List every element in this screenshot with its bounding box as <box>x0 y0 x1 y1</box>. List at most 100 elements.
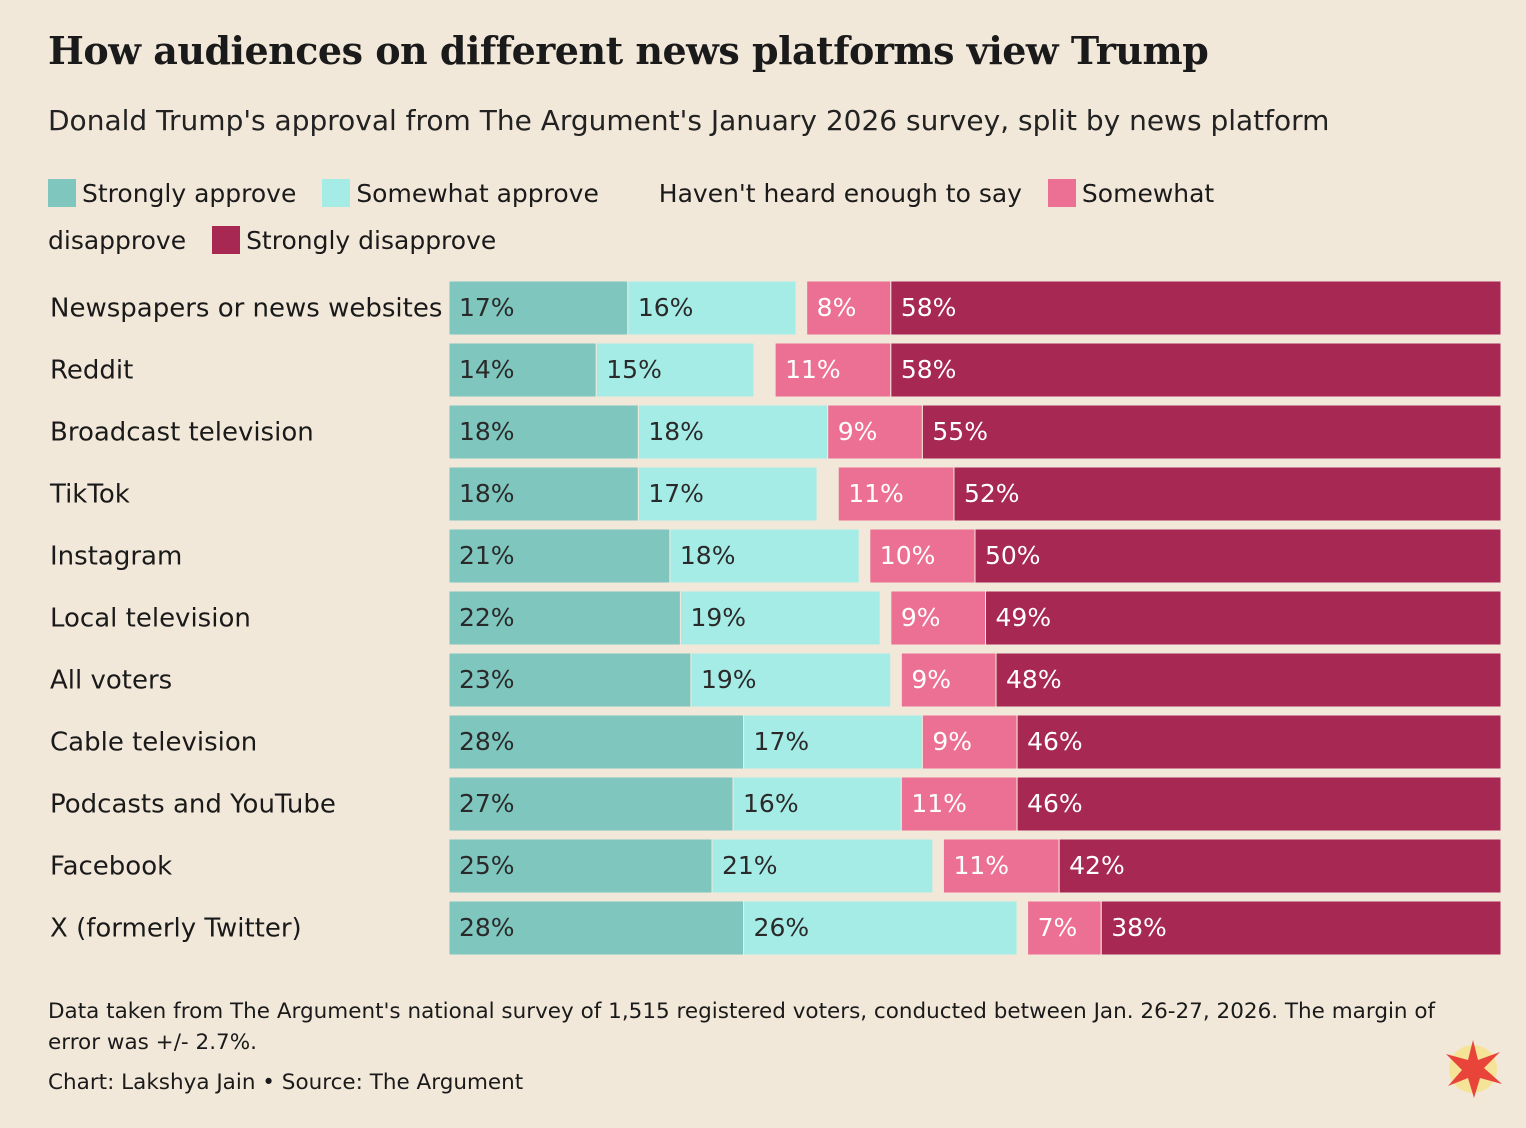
value-label: 14% <box>459 355 515 384</box>
category-label: Newspapers or news websites <box>50 294 442 324</box>
bar-segment <box>816 466 839 522</box>
legend-item: Strongly approve <box>48 179 296 208</box>
value-label: 17% <box>648 479 704 508</box>
value-label: 38% <box>1111 913 1167 942</box>
bar-segment <box>953 466 1502 522</box>
bar-segment <box>1027 900 1102 956</box>
value-label: 42% <box>1069 851 1125 880</box>
legend: Strongly approve Somewhat approve Haven'… <box>48 170 1228 264</box>
bar-segment <box>595 342 755 398</box>
value-label: 19% <box>701 665 757 694</box>
credit: Chart: Lakshya Jain • Source: The Argume… <box>48 1070 524 1095</box>
category-label: Podcasts and YouTube <box>50 790 336 820</box>
bar-segment <box>985 590 1502 646</box>
logo <box>1446 1040 1502 1098</box>
value-label: 11% <box>785 355 841 384</box>
value-label: 46% <box>1027 789 1083 818</box>
chart-subtitle: Donald Trump's approval from The Argumen… <box>48 104 1330 137</box>
bar-segment <box>774 342 892 398</box>
bar-segment <box>806 280 892 336</box>
legend-item: Haven't heard enough to say <box>624 179 1022 208</box>
chart: Newspapers or news websites 17% 16% 8% 58% Re… <box>49 280 1502 956</box>
legend-label: Strongly disapprove <box>246 226 497 255</box>
value-label: 9% <box>901 603 941 632</box>
value-label: 17% <box>459 293 515 322</box>
bar-segment <box>637 466 818 522</box>
value-label: 28% <box>459 913 515 942</box>
bar-segment <box>448 900 745 956</box>
value-label: 8% <box>817 293 857 322</box>
bar-segment <box>932 838 944 894</box>
bar-segment <box>890 280 1502 336</box>
value-label: 15% <box>606 355 662 384</box>
value-label: 55% <box>932 417 988 446</box>
value-label: 50% <box>985 541 1041 570</box>
bar-segment <box>448 652 692 708</box>
value-label: 18% <box>648 417 704 446</box>
value-label: 21% <box>459 541 515 570</box>
value-label: 7% <box>1038 913 1078 942</box>
value-label: 9% <box>911 665 951 694</box>
bar-segment <box>448 838 713 894</box>
category-label: X (formerly Twitter) <box>50 914 302 944</box>
value-label: 10% <box>880 541 936 570</box>
bar-segment <box>879 590 892 646</box>
legend-label: Strongly approve <box>82 179 297 208</box>
category-label: Broadcast television <box>50 418 314 448</box>
value-label: 11% <box>953 851 1009 880</box>
bar-segment <box>858 528 871 584</box>
bar-segment <box>732 776 902 832</box>
footnote: Data taken from The Argument's national … <box>48 999 1436 1055</box>
legend-swatch <box>48 179 76 207</box>
value-label: 23% <box>459 665 515 694</box>
value-label: 19% <box>690 603 746 632</box>
bar-segment <box>921 714 1018 770</box>
bar-segment <box>448 528 671 584</box>
value-label: 17% <box>754 727 810 756</box>
category-label: Cable television <box>50 728 257 758</box>
bar-segment <box>448 466 639 522</box>
value-label: 49% <box>996 603 1052 632</box>
value-label: 21% <box>722 851 778 880</box>
bar-segment <box>753 342 776 398</box>
legend-swatch <box>212 226 241 254</box>
bar-segment <box>448 714 745 770</box>
bar-segment <box>669 528 860 584</box>
bar-segment <box>890 652 902 708</box>
value-label: 26% <box>754 913 810 942</box>
bar-segment <box>448 776 734 832</box>
value-label: 16% <box>743 789 799 818</box>
bar-segment <box>890 342 1502 398</box>
bar-segment <box>448 590 681 646</box>
value-label: 28% <box>459 727 515 756</box>
value-label: 25% <box>459 851 515 880</box>
bar-segment <box>637 404 829 460</box>
bar-segment <box>890 590 987 646</box>
chart-title: How audiences on different news platform… <box>48 28 1209 73</box>
value-label: 11% <box>848 479 904 508</box>
legend-item: Somewhat disapprove <box>48 179 1214 255</box>
category-label: Facebook <box>50 852 172 882</box>
value-label: 58% <box>901 293 957 322</box>
bar-segment <box>448 342 597 398</box>
bar-segment <box>1016 776 1502 832</box>
value-label: 18% <box>459 479 515 508</box>
bar-segment <box>995 652 1502 708</box>
bar-segment <box>921 404 1502 460</box>
category-label: All voters <box>50 666 172 696</box>
value-label: 52% <box>964 479 1020 508</box>
value-label: 58% <box>901 355 957 384</box>
category-label: TikTok <box>49 480 130 510</box>
bar-segment <box>900 776 1018 832</box>
bar-segment <box>795 280 808 336</box>
bar-segment <box>743 714 923 770</box>
bar-segment <box>869 528 976 584</box>
bar-segment <box>1058 838 1502 894</box>
legend-label: Somewhat approve <box>356 179 599 208</box>
value-label: 22% <box>459 603 515 632</box>
value-label: 16% <box>638 293 694 322</box>
legend-item: Strongly disapprove <box>212 226 496 255</box>
value-label: 46% <box>1027 727 1083 756</box>
value-label: 48% <box>1006 665 1062 694</box>
